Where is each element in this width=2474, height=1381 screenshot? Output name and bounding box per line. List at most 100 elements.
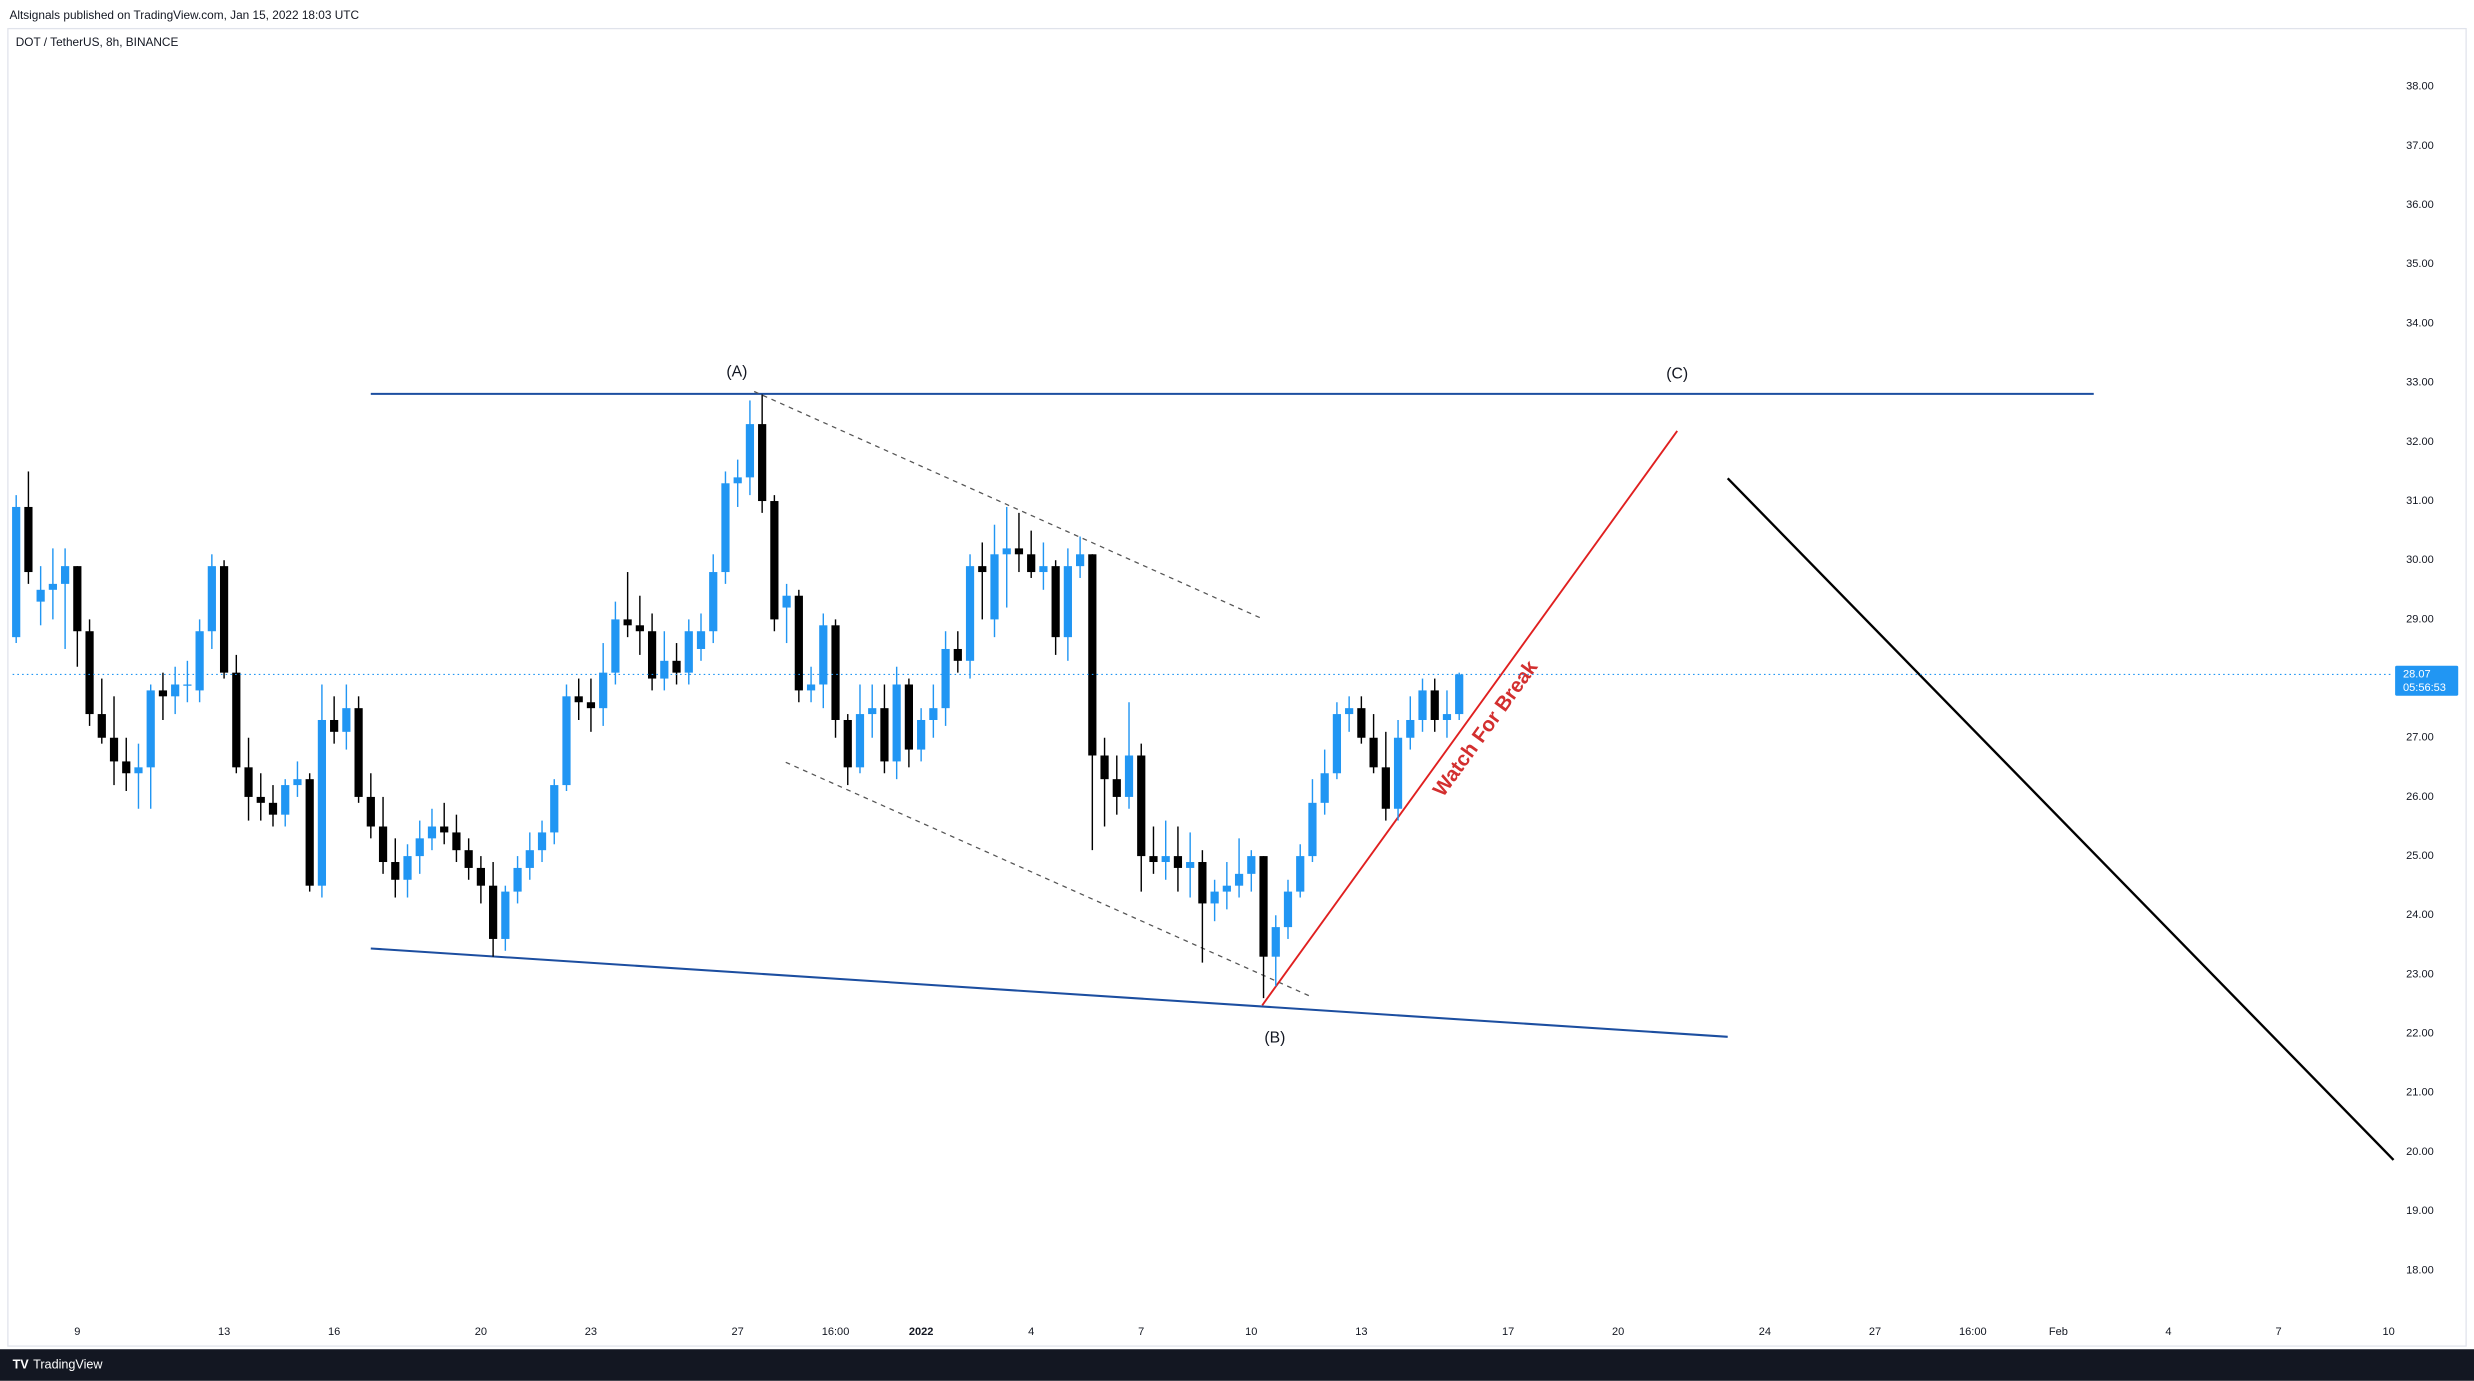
candle-body	[1283, 891, 1293, 928]
candle-body	[330, 719, 339, 732]
candle-body	[85, 631, 94, 715]
x-tick-label: 17	[1502, 1326, 1514, 1338]
candle-body	[1369, 737, 1378, 768]
candle-body	[232, 672, 241, 768]
candle-body	[1002, 548, 1011, 555]
candle-body	[391, 862, 400, 880]
candle-body	[1014, 548, 1024, 555]
candle-body	[965, 566, 975, 661]
pane-frame	[7, 27, 2467, 1347]
candle-body	[24, 506, 33, 573]
x-tick-label: 13	[1355, 1326, 1367, 1338]
candle-body	[990, 554, 999, 620]
y-tick-label: 23.00	[2406, 968, 2434, 980]
candle-body	[36, 589, 45, 602]
candle-body	[1198, 862, 1207, 904]
candle-body	[1308, 802, 1317, 857]
candle-body	[1075, 554, 1085, 567]
y-tick-label: 27.00	[2406, 732, 2434, 744]
candle-body	[1418, 690, 1427, 720]
support-line	[370, 947, 1728, 1038]
y-tick-label: 38.00	[2406, 81, 2434, 93]
candle-body	[1381, 767, 1390, 809]
candle-body	[941, 648, 950, 709]
candle-body	[489, 885, 498, 939]
candle-body	[525, 850, 534, 868]
x-tick-label: 23	[585, 1326, 597, 1338]
last-price-label: 28.07	[2403, 668, 2431, 680]
candle-body	[122, 761, 131, 774]
x-tick-label: 2022	[909, 1326, 934, 1338]
candle-body	[134, 767, 143, 774]
x-tick-label: 4	[2165, 1326, 2171, 1338]
wave-label: (A)	[726, 364, 747, 381]
candle-body	[305, 779, 314, 886]
candle-body	[586, 702, 596, 709]
candle-body	[1345, 708, 1354, 715]
candle-body	[782, 595, 791, 608]
candle-body	[476, 867, 485, 886]
x-tick-label: 7	[1138, 1326, 1144, 1338]
y-tick-label: 35.00	[2406, 258, 2434, 270]
published-line: Altsignals published on TradingView.com,…	[9, 8, 359, 22]
candles	[12, 394, 1464, 999]
y-tick-label: 22.00	[2406, 1028, 2434, 1040]
candle-body	[684, 631, 693, 673]
candle-body	[953, 648, 962, 661]
candle-body	[623, 619, 632, 626]
candle-body	[611, 619, 620, 673]
candle-body	[721, 483, 730, 573]
candle-body	[635, 625, 644, 632]
candle-body	[415, 838, 424, 857]
drawings	[370, 390, 2395, 1161]
candle-body	[207, 566, 216, 632]
candle-body	[452, 832, 461, 851]
candle-body	[12, 506, 21, 638]
candle-body	[745, 424, 755, 478]
y-tick-label: 33.00	[2406, 377, 2434, 389]
candle-body	[1296, 856, 1305, 892]
x-tick-label: 27	[732, 1326, 744, 1338]
candle-body	[1124, 755, 1134, 797]
countdown-label: 05:56:53	[2403, 682, 2446, 694]
candle-body	[806, 684, 816, 691]
channel-lower	[785, 761, 1313, 998]
x-tick-label: 10	[2382, 1326, 2394, 1338]
last-price-box	[2395, 665, 2459, 696]
candle-body	[1173, 856, 1183, 868]
candle-body	[1027, 554, 1036, 573]
y-tick-label: 31.00	[2406, 495, 2434, 507]
candle-body	[281, 785, 290, 815]
candle-body	[1100, 755, 1109, 780]
candle-body	[550, 785, 559, 833]
candle-body	[1234, 873, 1244, 886]
candle-body	[354, 708, 363, 797]
candle-body	[1247, 856, 1256, 874]
candle-body	[73, 566, 82, 632]
x-tick-label: 16:00	[822, 1326, 850, 1338]
x-tick-label: 16:00	[1959, 1326, 1987, 1338]
candle-body	[1112, 779, 1121, 797]
candle-body	[1161, 856, 1170, 863]
y-tick-label: 37.00	[2406, 140, 2434, 152]
candle-body	[794, 595, 803, 691]
projection-line	[1726, 477, 2395, 1161]
x-tick-label: 9	[74, 1326, 80, 1338]
candle-body	[61, 566, 70, 584]
y-tick-label: 26.00	[2406, 791, 2434, 803]
candle-body	[244, 767, 253, 797]
candle-body	[317, 719, 327, 886]
candle-body	[1051, 566, 1060, 638]
trend-line	[1261, 430, 1678, 1006]
x-tick-label: 20	[475, 1326, 487, 1338]
x-tick-label: 24	[1759, 1326, 1771, 1338]
footer-bar	[0, 1349, 2474, 1381]
candle-body	[868, 708, 877, 715]
y-tick-label: 21.00	[2406, 1087, 2434, 1099]
wave-label: (C)	[1666, 365, 1688, 382]
candle-body	[880, 708, 889, 762]
x-tick-label: Feb	[2049, 1326, 2068, 1338]
